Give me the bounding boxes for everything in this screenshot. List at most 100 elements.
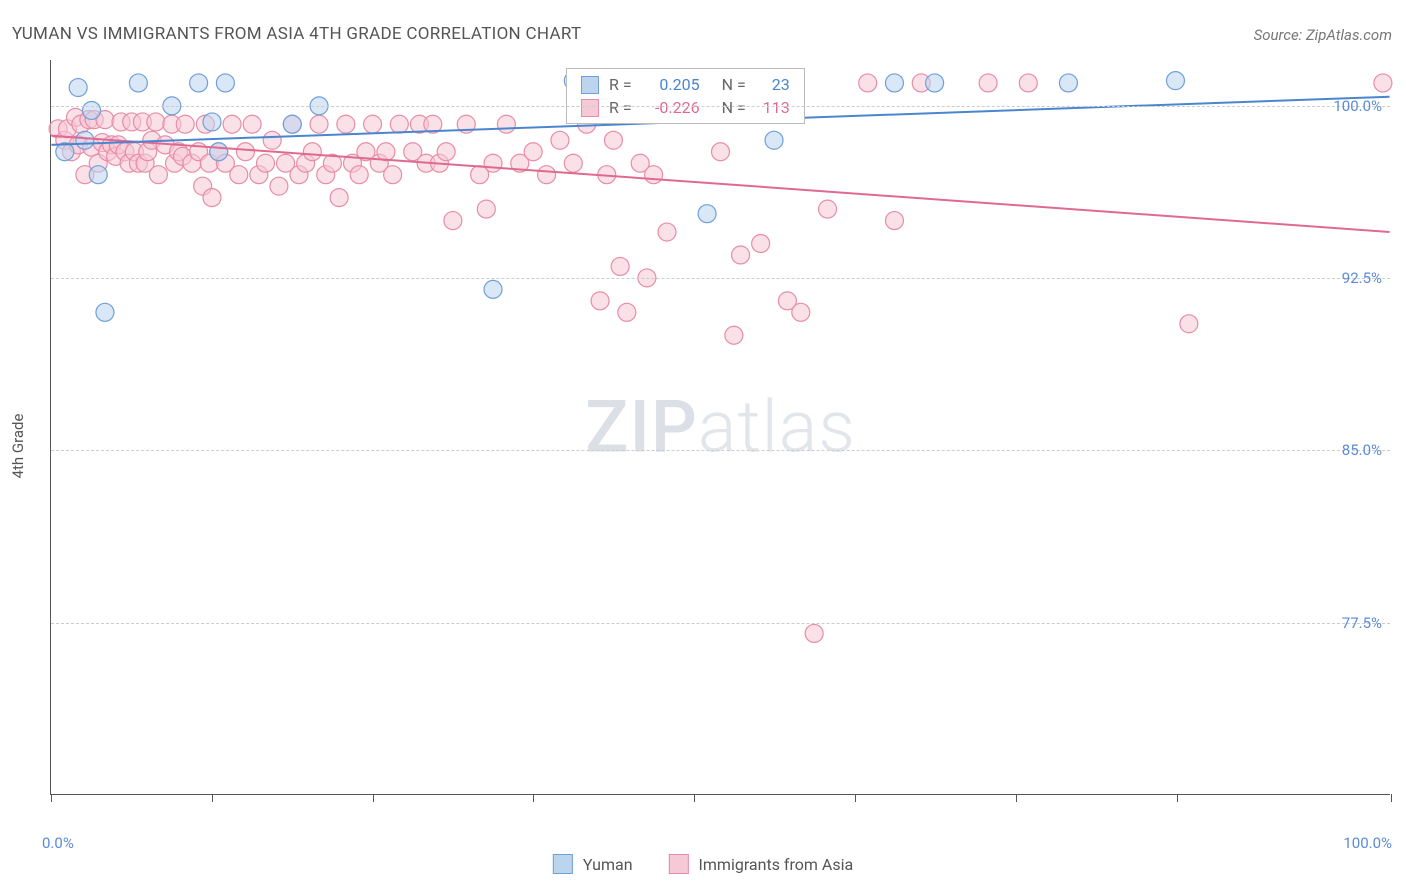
scatter-point (310, 115, 328, 133)
scatter-point (1059, 74, 1077, 92)
scatter-point (484, 280, 502, 298)
gridline (51, 278, 1390, 279)
x-tick (1016, 794, 1017, 802)
scatter-point (384, 166, 402, 184)
gridline (51, 106, 1390, 107)
x-tick (1177, 794, 1178, 802)
scatter-point (859, 74, 877, 92)
plot-area: ZIPatlas R =0.205N =23R =-0.226N =113 77… (50, 60, 1390, 795)
stats-row: R = 0.205 N = 23 (567, 73, 804, 96)
chart-legend: Yuman Immigrants from Asia (553, 854, 853, 874)
stats-swatch (581, 99, 599, 117)
y-tick-label: 77.5% (1342, 614, 1382, 632)
stats-swatch (581, 76, 599, 94)
scatter-point (203, 189, 221, 207)
scatter-point (203, 113, 221, 131)
scatter-point (926, 74, 944, 92)
scatter-point (819, 200, 837, 218)
scatter-point (129, 74, 147, 92)
scatter-point (551, 131, 569, 149)
scatter-point (1180, 315, 1198, 333)
y-tick-label: 92.5% (1342, 269, 1382, 287)
stats-row: R =-0.226N =113 (567, 96, 804, 119)
scatter-point (89, 166, 107, 184)
scatter-point (83, 101, 101, 119)
scatter-point (792, 303, 810, 321)
scatter-point (712, 143, 730, 161)
scatter-point (216, 74, 234, 92)
stats-n-value: 113 (756, 98, 790, 117)
scatter-point (149, 166, 167, 184)
y-axis-title: 4th Grade (9, 414, 27, 479)
stats-r-label: R = (609, 75, 632, 94)
scatter-point (698, 205, 716, 223)
gridline (51, 450, 1390, 451)
scatter-point (1374, 74, 1392, 92)
scatter-plot (51, 60, 1390, 794)
x-tick (373, 794, 374, 802)
scatter-point (96, 303, 114, 321)
scatter-point (564, 154, 582, 172)
legend-swatch (669, 854, 689, 874)
scatter-point (270, 177, 288, 195)
scatter-point (885, 212, 903, 230)
scatter-point (210, 143, 228, 161)
scatter-point (979, 74, 997, 92)
legend-swatch (553, 854, 573, 874)
scatter-point (538, 166, 556, 184)
stats-r-value: -0.226 (642, 98, 700, 117)
scatter-point (223, 115, 241, 133)
legend-label: Yuman (583, 855, 633, 874)
scatter-point (390, 115, 408, 133)
x-axis-min-label: 0.0% (42, 834, 74, 852)
x-tick (855, 794, 856, 802)
scatter-point (437, 143, 455, 161)
legend-item: Yuman (553, 854, 633, 874)
x-tick (212, 794, 213, 802)
x-axis-max-label: 100.0% (1343, 834, 1392, 852)
stats-n-label: N = (722, 98, 746, 117)
chart-title: YUMAN VS IMMIGRANTS FROM ASIA 4TH GRADE … (12, 24, 581, 44)
scatter-point (645, 166, 663, 184)
scatter-point (364, 115, 382, 133)
scatter-point (1166, 72, 1184, 90)
y-tick-label: 85.0% (1342, 441, 1382, 459)
scatter-point (1019, 74, 1037, 92)
scatter-point (618, 303, 636, 321)
scatter-point (725, 326, 743, 344)
scatter-point (283, 115, 301, 133)
stats-n-value: 23 (756, 75, 790, 94)
scatter-point (477, 200, 495, 218)
scatter-point (257, 154, 275, 172)
scatter-point (484, 154, 502, 172)
scatter-point (732, 246, 750, 264)
gridline (51, 623, 1390, 624)
scatter-point (591, 292, 609, 310)
scatter-point (805, 624, 823, 642)
scatter-point (444, 212, 462, 230)
x-tick (1391, 794, 1392, 802)
scatter-point (497, 115, 515, 133)
y-tick-label: 100.0% (1333, 97, 1382, 115)
scatter-point (885, 74, 903, 92)
scatter-point (611, 257, 629, 275)
x-tick (533, 794, 534, 802)
scatter-point (604, 131, 622, 149)
scatter-point (303, 143, 321, 161)
scatter-point (243, 115, 261, 133)
legend-item: Immigrants from Asia (669, 854, 854, 874)
source-label: Source: ZipAtlas.com (1254, 26, 1392, 44)
scatter-point (752, 235, 770, 253)
scatter-point (230, 166, 248, 184)
scatter-point (337, 115, 355, 133)
scatter-point (69, 79, 87, 97)
scatter-point (190, 74, 208, 92)
stats-n-label: N = (722, 75, 746, 94)
scatter-point (76, 131, 94, 149)
scatter-point (658, 223, 676, 241)
scatter-point (330, 189, 348, 207)
stats-r-value: 0.205 (642, 75, 700, 94)
scatter-point (524, 143, 542, 161)
scatter-point (350, 166, 368, 184)
correlation-stats-box: R = 0.205 N = 23R = -0.226 N = 113 (566, 68, 805, 124)
